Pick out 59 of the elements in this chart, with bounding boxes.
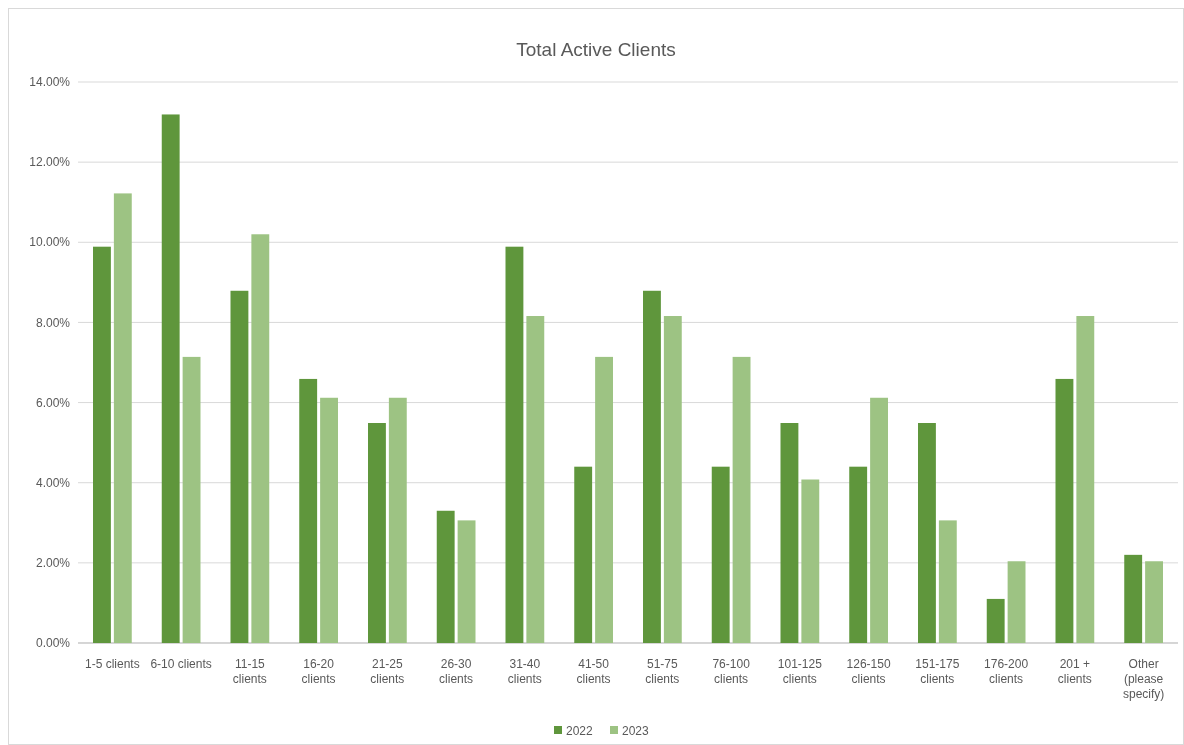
bar: [801, 479, 820, 643]
bar: [388, 397, 407, 643]
bar: [1076, 316, 1095, 643]
bar: [595, 356, 613, 643]
bar: [574, 466, 593, 643]
legend-label: 2022: [566, 724, 594, 738]
chart-title: Total Active Clients: [516, 39, 676, 60]
bar: [457, 520, 476, 643]
x-tick-label: 151-175 clients: [915, 657, 960, 686]
x-tick-label: 201 + clients: [1057, 657, 1092, 686]
bar: [986, 598, 1005, 643]
bar: [780, 423, 799, 643]
bar: [93, 246, 111, 643]
bar: [368, 423, 386, 643]
x-tick-label: 41-50 clients: [576, 657, 611, 686]
bar: [1124, 554, 1143, 643]
x-tick-label: Other (please specify): [1122, 657, 1165, 701]
x-tick-label: 176-200 clients: [984, 657, 1029, 686]
y-tick-label: 4.00%: [35, 475, 71, 490]
bar: [526, 316, 545, 643]
bar: [113, 193, 132, 643]
bar: [732, 356, 751, 643]
y-tick-label: 14.00%: [29, 75, 71, 90]
y-tick-label: 12.00%: [29, 155, 71, 170]
x-tick-label: 21-25 clients: [370, 657, 405, 686]
x-tick-label: 31-40 clients: [507, 657, 542, 686]
x-tick-label: 126-150 clients: [846, 657, 891, 686]
bar: [161, 114, 180, 643]
x-tick-label: 16-20 clients: [301, 657, 336, 686]
bar: [505, 246, 524, 643]
x-tick-label: 11-15 clients: [232, 657, 267, 686]
bar: [1055, 378, 1074, 643]
bar: [436, 510, 455, 643]
bar: [643, 290, 661, 643]
bar: [1145, 561, 1163, 643]
y-tick-label: 0.00%: [35, 636, 71, 651]
bar: [938, 520, 957, 643]
x-tick-label: 76-100 clients: [712, 657, 751, 686]
bar: [918, 423, 936, 643]
bar: [320, 397, 338, 643]
bar: [230, 290, 249, 643]
bar: [182, 356, 201, 643]
bar: [663, 316, 682, 643]
legend-label: 2023: [622, 724, 650, 738]
y-tick-label: 6.00%: [35, 395, 71, 410]
x-tick-label: 1-5 clients: [85, 657, 140, 671]
bar: [849, 466, 868, 643]
x-tick-label: 6-10 clients: [150, 657, 212, 671]
x-tick-label: 101-125 clients: [777, 657, 823, 686]
bar: [1007, 561, 1026, 643]
bar: [299, 378, 318, 643]
y-tick-label: 8.00%: [35, 315, 71, 330]
bar: [870, 397, 888, 643]
bar: [251, 234, 270, 643]
x-tick-label: 26-30 clients: [439, 657, 474, 686]
bar: [711, 466, 730, 643]
x-tick-label: 51-75 clients: [645, 657, 680, 686]
y-tick-label: 10.00%: [29, 235, 71, 250]
y-tick-label: 2.00%: [35, 556, 71, 571]
